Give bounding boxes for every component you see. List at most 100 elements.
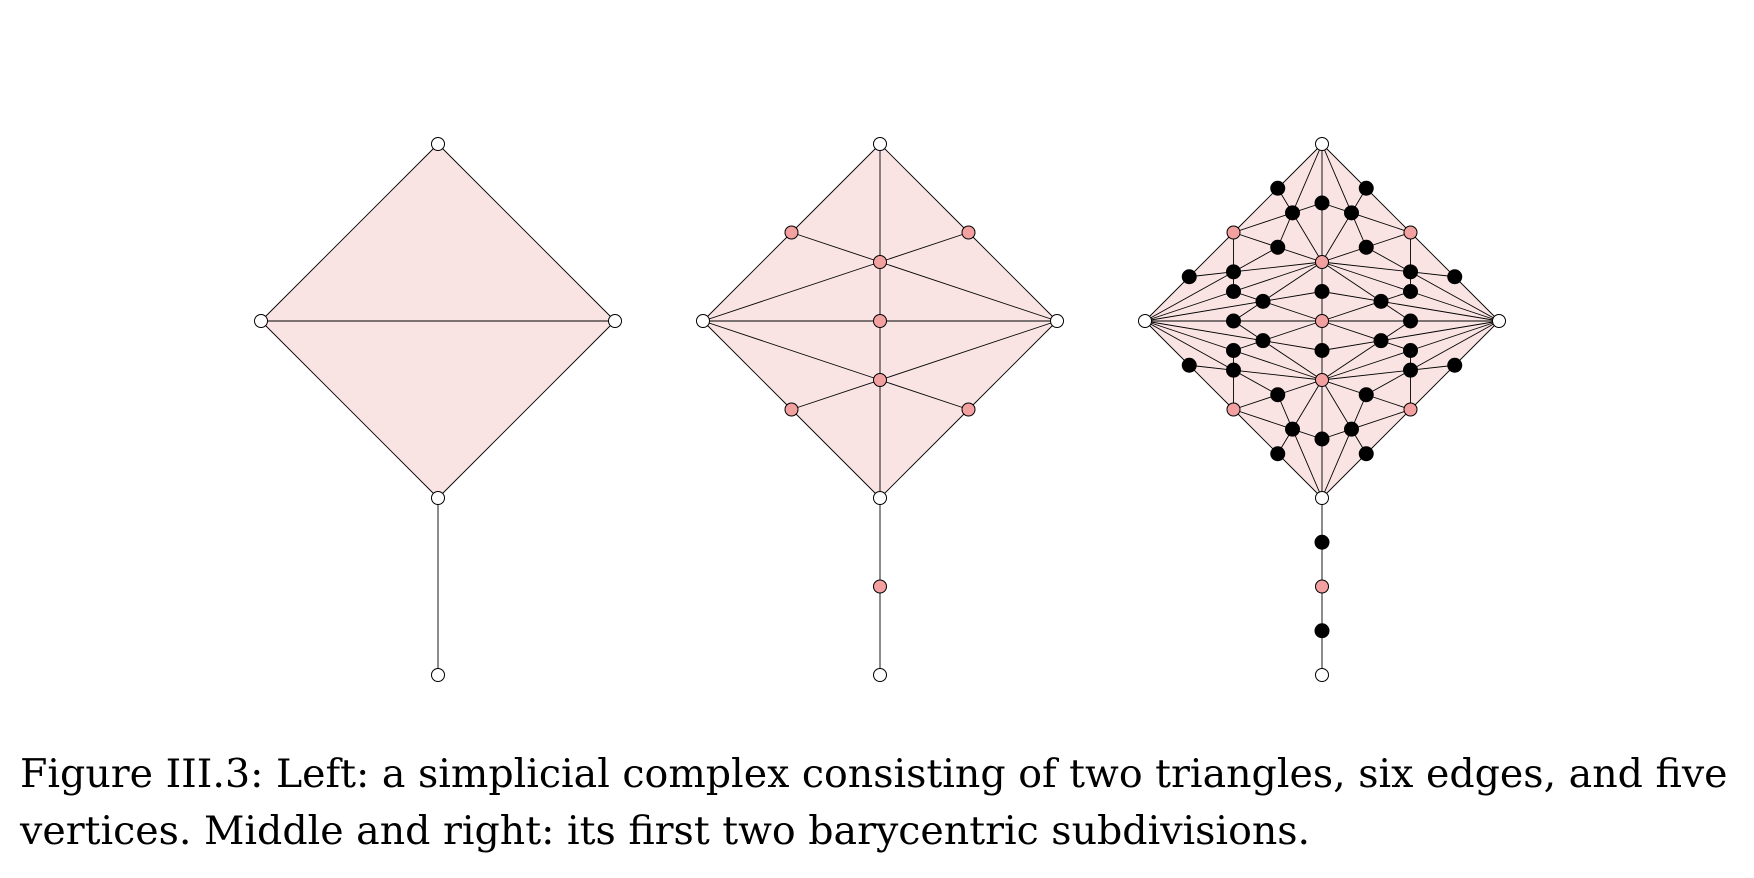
edge: [1366, 369, 1411, 396]
vertex-level-0: [1138, 314, 1152, 328]
triangle-face: [791, 380, 880, 498]
edge: [1144, 271, 1234, 322]
vertex-level-2: [1181, 269, 1197, 285]
vertices: [254, 137, 622, 682]
triangle-face: [1322, 301, 1411, 321]
edge: [1233, 394, 1278, 410]
edge: [791, 379, 881, 410]
edge: [1321, 300, 1382, 322]
vertices: [696, 137, 1064, 682]
edge: [702, 261, 881, 322]
vertex-level-1: [1226, 402, 1241, 417]
edge: [1233, 369, 1278, 396]
edge: [1292, 212, 1323, 263]
vertex-level-2: [1358, 387, 1374, 403]
vertex-level-2: [1403, 284, 1418, 299]
triangle-face: [1277, 380, 1322, 430]
edge: [1233, 232, 1278, 248]
vertex-level-1: [961, 402, 976, 417]
triangle-face: [1322, 321, 1411, 341]
vertex-level-2: [1373, 293, 1389, 309]
edge: [1188, 364, 1234, 410]
edge: [1262, 291, 1323, 302]
triangle-face: [1233, 409, 1293, 454]
vertex-level-2: [1344, 421, 1359, 437]
edge: [1233, 350, 1323, 381]
edge: [1366, 394, 1411, 410]
edge: [1144, 320, 1234, 351]
vertex-level-1: [1403, 402, 1418, 417]
vertex-level-2: [1447, 357, 1463, 373]
edge: [1321, 428, 1352, 499]
triangle-face: [880, 232, 1057, 321]
edge: [1188, 232, 1234, 278]
edge: [1410, 364, 1456, 410]
edge: [1410, 320, 1500, 371]
vertex-level-2: [1270, 387, 1286, 403]
edge: [1365, 409, 1411, 455]
vertex-level-2: [1403, 343, 1418, 358]
triangle-face: [1233, 340, 1322, 380]
edge: [1321, 340, 1382, 381]
edge: [1321, 291, 1382, 302]
vertex-level-2: [1403, 313, 1418, 329]
vertex-level-2: [1285, 205, 1300, 221]
edge: [1351, 409, 1411, 430]
edge: [1321, 261, 1382, 302]
edge: [1410, 232, 1456, 278]
vertex-level-2: [1226, 284, 1241, 299]
edge: [1380, 300, 1500, 322]
edge: [1262, 340, 1323, 381]
edge: [1351, 212, 1411, 233]
vertex-level-2: [1270, 180, 1286, 196]
edge: [879, 232, 969, 263]
vertex-level-2: [1270, 239, 1286, 255]
triangle-face: [1322, 212, 1367, 262]
edge: [1321, 246, 1367, 263]
vertex-level-1: [784, 402, 799, 417]
vertex-level-2: [1255, 333, 1271, 349]
edge: [1262, 300, 1323, 322]
vertex-level-0: [431, 668, 445, 682]
edge: [1277, 453, 1323, 499]
vertex-level-2: [1403, 362, 1418, 378]
edge: [1144, 320, 1234, 371]
edge: [879, 379, 969, 410]
vertex-level-1: [873, 373, 887, 387]
triangle-face: [1366, 232, 1411, 272]
edge: [1233, 409, 1293, 430]
triangle-face: [880, 380, 969, 498]
edge: [1366, 246, 1411, 273]
edge: [1233, 187, 1279, 233]
edge: [260, 320, 439, 499]
vertex-level-0: [873, 668, 887, 682]
edge: [702, 320, 792, 410]
vertex-level-0: [1315, 491, 1329, 505]
triangle-face: [703, 232, 880, 321]
triangle-face: [1233, 321, 1322, 341]
vertex-level-1: [1315, 255, 1329, 269]
vertex-level-0: [254, 314, 268, 328]
edge: [1321, 212, 1352, 263]
vertex-level-1: [1315, 373, 1329, 387]
vertex-level-2: [1226, 362, 1241, 378]
edge: [1321, 379, 1367, 396]
edges: [1144, 143, 1500, 675]
triangle-face: [1351, 212, 1411, 248]
edge: [1277, 379, 1323, 396]
triangle-face: [1277, 212, 1322, 262]
triangle-face: [261, 321, 615, 498]
edge: [702, 320, 881, 381]
vertex-level-1: [961, 225, 976, 240]
edge: [1410, 291, 1500, 322]
triangle-face: [1322, 429, 1367, 498]
triangle-face: [1322, 247, 1411, 272]
vertex-level-2: [1314, 623, 1330, 639]
vertex-level-2: [1314, 534, 1330, 550]
vertex-level-1: [1315, 314, 1329, 328]
vertex-level-2: [1358, 446, 1374, 462]
triangle-face: [1263, 321, 1322, 351]
triangle-face: [1322, 370, 1411, 395]
vertex-level-0: [431, 137, 445, 151]
edge: [702, 232, 792, 322]
